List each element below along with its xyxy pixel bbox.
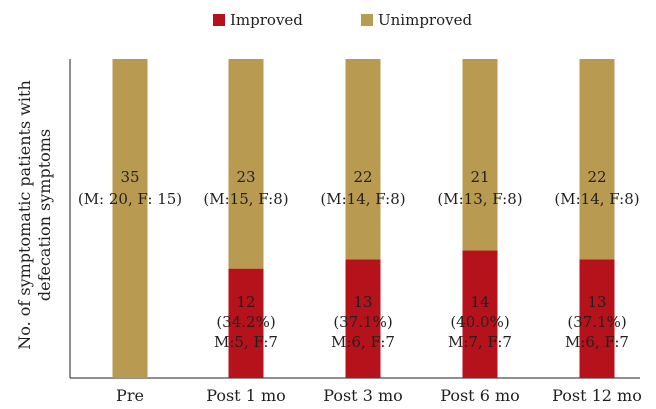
unimproved-label-5: 22 (M:14, F:8) [554, 168, 639, 208]
legend-swatch-unimproved [361, 14, 373, 26]
x-tick-label-3: Post 3 mo [323, 386, 403, 405]
x-tick-label-5: Post 12 mo [552, 386, 642, 405]
bar-improved-5 [579, 259, 615, 378]
x-tick-label-2: Post 1 mo [206, 386, 286, 405]
x-tick-label-1: Pre [116, 386, 144, 405]
improved-label-5: 13 (37.1%) M:6, F:7 [565, 293, 629, 351]
bar-unimproved-2 [228, 59, 264, 269]
legend: Improved Unimproved [213, 11, 472, 29]
bar-improved-3 [345, 259, 381, 378]
x-tick-labels: Pre Post 1 mo Post 3 mo Post 6 mo Post 12 mo [116, 386, 642, 405]
x-tick-label-4: Post 6 mo [440, 386, 520, 405]
legend-label-unimproved: Unimproved [378, 11, 472, 29]
unimproved-label-2: 23 (M:15, F:8) [203, 168, 288, 208]
y-axis-title-text: No. of symptomatic patients withdefecati… [15, 80, 54, 350]
improved-label-3: 13 (37.1%) M:6, F:7 [331, 293, 395, 351]
bar-unimproved-4 [462, 59, 498, 251]
legend-swatch-improved [213, 14, 225, 26]
bar-improved-2 [228, 268, 264, 378]
bar-labels: 35 (M: 20, F: 15) 23 (M:15, F:8) 12 (34.2%) M:… [78, 168, 640, 351]
improved-label-2: 12 (34.2%) M:5, F:7 [214, 293, 278, 351]
legend-label-improved: Improved [230, 11, 303, 29]
improved-label-4: 14 (40.0%) M:7, F:7 [448, 293, 512, 351]
bar-unimproved-1 [112, 59, 148, 378]
bars [112, 59, 615, 378]
bar-improved-4 [462, 250, 498, 378]
unimproved-label-4: 21 (M:13, F:8) [437, 168, 522, 208]
bar-unimproved-5 [579, 59, 615, 260]
bar-unimproved-3 [345, 59, 381, 260]
unimproved-label-1: 35 (M: 20, F: 15) [78, 168, 182, 208]
unimproved-label-3: 22 (M:14, F:8) [320, 168, 405, 208]
y-axis-title: No. of symptomatic patients withdefecati… [15, 80, 54, 350]
